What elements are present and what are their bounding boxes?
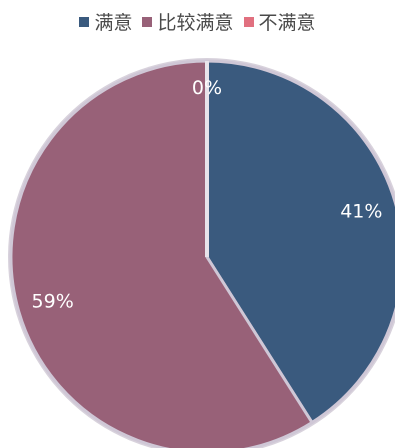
legend-item-unsatisfied[interactable]: 不满意 (243, 8, 316, 35)
legend-swatch-satisfied (79, 16, 90, 27)
legend-swatch-unsatisfied (243, 16, 254, 27)
legend-label-unsatisfied: 不满意 (258, 12, 316, 34)
label-satisfied: 41% (340, 201, 382, 223)
slice-fairly-satisfied[interactable] (9, 59, 315, 448)
legend-swatch-fairly-satisfied (142, 16, 153, 27)
legend-label-satisfied: 满意 (94, 12, 133, 34)
legend-item-fairly-satisfied[interactable]: 比较满意 (142, 8, 234, 35)
label-fairly-satisfied: 59% (32, 290, 74, 312)
legend-item-satisfied[interactable]: 满意 (79, 8, 132, 35)
label-unsatisfied: 0% (192, 77, 222, 99)
legend-label-fairly-satisfied: 比较满意 (157, 12, 234, 34)
slice-satisfied[interactable] (205, 59, 395, 425)
legend: 满意 比较满意 不满意 (0, 8, 395, 35)
